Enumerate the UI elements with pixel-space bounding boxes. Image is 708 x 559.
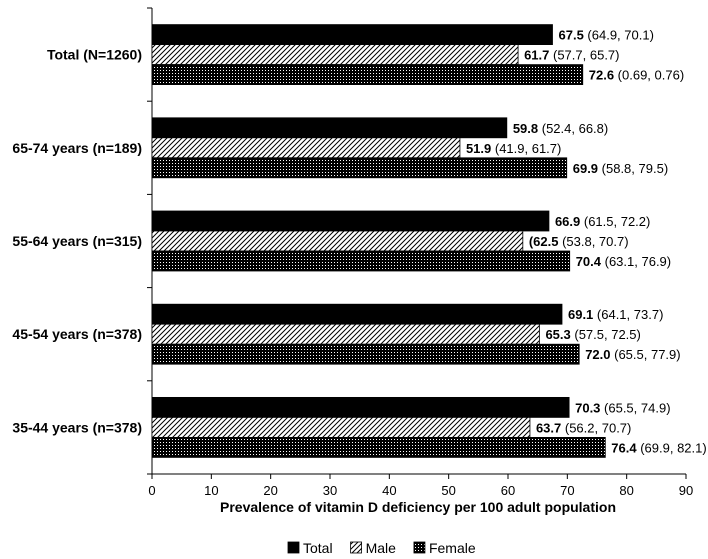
legend-label-male: Male xyxy=(366,540,397,556)
data-label-female-65-74-years-n-189: 69.9 (58.8, 79.5) xyxy=(573,161,668,176)
category-label-65-74-years-n-189: 65-74 years (n=189) xyxy=(12,140,142,156)
data-label-female-35-44-years-n-378: 76.4 (69.9, 82.1) xyxy=(611,440,706,455)
data-label-female-55-64-years-n-315: 70.4 (63.1, 76.9) xyxy=(576,254,671,269)
bar-total-65-74-years-n-189 xyxy=(151,117,508,139)
bar-female-65-74-years-n-189 xyxy=(151,157,568,179)
data-label-male-total-n-1260: 61.7 (57.7, 65.7) xyxy=(524,48,619,63)
category-label-total-n-1260: Total (N=1260) xyxy=(47,47,142,63)
bar-female-total-n-1260 xyxy=(151,64,584,85)
x-tick-label-40: 40 xyxy=(382,483,396,498)
bar-male-35-44-years-n-378 xyxy=(151,416,531,438)
legend: Total Male Female xyxy=(287,540,476,556)
bar-total-total-n-1260 xyxy=(151,24,553,46)
x-tick-label-0: 0 xyxy=(148,483,155,498)
data-label-male-55-64-years-n-315: (62.5 (53.8, 70.7) xyxy=(529,234,629,249)
bar-male-45-54-years-n-378 xyxy=(151,323,540,345)
labels-group: Total (N=1260) 67.5 (64.9, 70.1) 61.7 (57.… xyxy=(12,28,706,456)
x-tick-label-80: 80 xyxy=(619,483,633,498)
data-label-male-35-44-years-n-378: 63.7 (56.2, 70.7) xyxy=(536,420,631,435)
legend-label-total: Total xyxy=(303,540,333,556)
data-label-male-45-54-years-n-378: 65.3 (57.5, 72.5) xyxy=(545,327,640,342)
bar-female-55-64-years-n-315 xyxy=(151,250,571,272)
data-label-total-55-64-years-n-315: 66.9 (61.5, 72.2) xyxy=(555,214,650,229)
category-label-45-54-years-n-378: 45-54 years (n=378) xyxy=(12,326,142,342)
category-label-55-64-years-n-315: 55-64 years (n=315) xyxy=(12,233,142,249)
x-axis-title: Prevalence of vitamin D deficiency per 1… xyxy=(220,499,616,515)
legend-swatch-female xyxy=(413,541,426,554)
bar-total-55-64-years-n-315 xyxy=(151,210,550,232)
data-label-total-45-54-years-n-378: 69.1 (64.1, 73.7) xyxy=(568,307,663,322)
x-tick-label-90: 90 xyxy=(679,483,693,498)
data-label-total-65-74-years-n-189: 59.8 (52.4, 66.8) xyxy=(513,121,608,136)
data-label-male-65-74-years-n-189: 51.9 (41.9, 61.7) xyxy=(466,141,561,156)
bar-female-45-54-years-n-378 xyxy=(151,343,580,365)
category-label-35-44-years-n-378: 35-44 years (n=378) xyxy=(12,419,142,435)
bar-female-35-44-years-n-378 xyxy=(151,436,606,458)
bar-male-total-n-1260 xyxy=(151,44,519,65)
legend-swatch-male xyxy=(350,541,362,554)
x-tick-label-70: 70 xyxy=(560,483,574,498)
legend-label-female: Female xyxy=(429,540,476,556)
bar-total-45-54-years-n-378 xyxy=(151,303,563,325)
bar-male-55-64-years-n-315 xyxy=(151,230,524,252)
bars-group xyxy=(151,24,606,458)
data-label-total-total-n-1260: 67.5 (64.9, 70.1) xyxy=(559,28,654,43)
data-label-female-total-n-1260: 72.6 (0.69, 0.76) xyxy=(589,68,684,83)
x-tick-label-30: 30 xyxy=(323,483,337,498)
x-tick-label-10: 10 xyxy=(204,483,218,498)
legend-swatch-total xyxy=(287,541,300,554)
data-label-female-45-54-years-n-378: 72.0 (65.5, 77.9) xyxy=(585,347,680,362)
x-tick-label-20: 20 xyxy=(263,483,277,498)
x-tick-label-50: 50 xyxy=(441,483,455,498)
x-tick-label-60: 60 xyxy=(501,483,515,498)
bar-total-35-44-years-n-378 xyxy=(151,396,570,418)
axes: 0 10 20 30 40 50 60 70 80 90 xyxy=(147,7,693,498)
data-label-total-35-44-years-n-378: 70.3 (65.5, 74.9) xyxy=(575,400,670,415)
bar-male-65-74-years-n-189 xyxy=(151,137,461,159)
